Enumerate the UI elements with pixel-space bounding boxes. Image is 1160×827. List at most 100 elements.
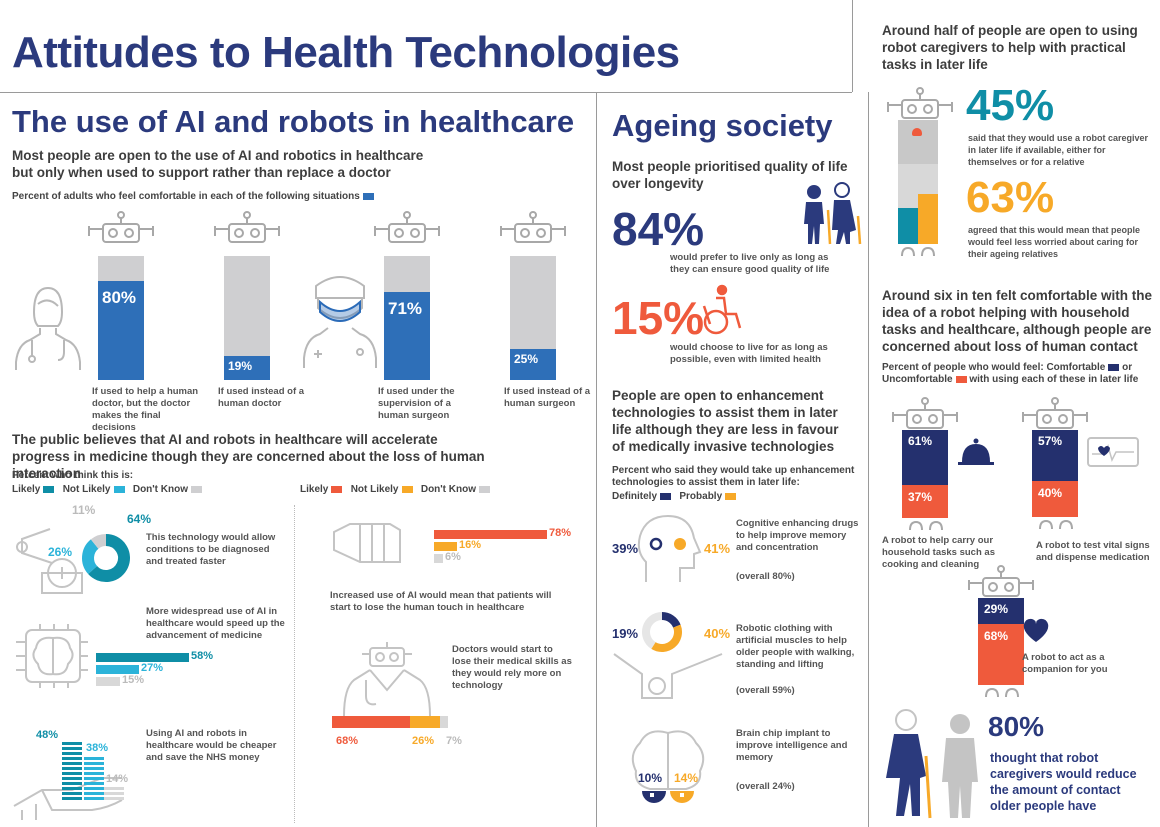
ai-robot-head [374, 211, 440, 243]
progress-4-bar [434, 530, 547, 539]
house-bar-comfortable [1032, 430, 1078, 481]
enh-3-text: Brain chip implant to improve intelligen… [736, 728, 848, 763]
ai-legend: Percent of adults who feel comfortable i… [12, 191, 374, 203]
donut-segment [90, 534, 107, 550]
house-uncomfortable-label: 37% [908, 490, 933, 504]
household-heading: Around six in ten felt comfortable with … [882, 288, 1153, 354]
column-divider-2 [868, 92, 869, 827]
ageing-heading: Ageing society [612, 108, 833, 143]
care-robot-body [898, 120, 938, 164]
care-bar-45 [898, 208, 918, 244]
progress-legend-title: Percent who think this is: [12, 470, 134, 481]
legend-dont-know: Don't Know [132, 484, 188, 495]
ai-bar-fill [98, 281, 144, 380]
progress-3-label: 14% [106, 773, 129, 785]
care-bar-63 [918, 194, 938, 244]
progress-5-segment [410, 716, 440, 728]
ai-intro: Most people are open to the use of AI an… [12, 148, 424, 180]
enh-1-overall: (overall 80%) [736, 571, 795, 582]
progress-5-segment [332, 716, 410, 728]
care-robot-head [887, 87, 953, 119]
donut-likely-label: 64% [127, 512, 152, 526]
ai-bar-caption: If used instead of a human doctor [218, 386, 305, 409]
progress-item-3-text: Using AI and robots in healthcare would … [146, 728, 277, 763]
care-robot-feet [901, 246, 935, 257]
house-comfortable-label: 57% [1038, 434, 1063, 448]
enh-3-chip [680, 793, 684, 797]
progress-3-stripe [104, 787, 124, 790]
progress-3-stripe [84, 787, 104, 790]
title-right-border [852, 0, 853, 92]
donut-segment [88, 534, 130, 582]
legend-not-likely-r-swatch [401, 485, 413, 493]
elderly-couple-icon [804, 182, 862, 245]
progress-legend-right: Likely Not Likely Don't Know [300, 484, 490, 496]
cloche-icon [958, 438, 994, 465]
enh-1-text: Cognitive enhancing drugs to help improv… [736, 518, 859, 553]
brain-chip-icon [16, 624, 88, 688]
house-robot-head [968, 565, 1034, 597]
progress-3-label: 48% [36, 729, 59, 741]
doctor-icon [15, 286, 81, 370]
progress-3-stripe [62, 777, 82, 780]
column-divider-1 [596, 92, 597, 827]
stat-63-text: agreed that this would mean that people … [968, 225, 1141, 259]
progress-3-stripe [84, 777, 104, 780]
legend-not-likely-swatch [113, 485, 125, 493]
household-legend-or: or [1122, 362, 1133, 373]
ai-heading: The use of AI and robots in healthcare [12, 104, 575, 139]
enh-2-donut-segment [661, 612, 681, 628]
progress-5-label: 26% [412, 735, 435, 747]
enhancement-heading: People are open to enhancement technolog… [612, 388, 839, 454]
enh-3-chip [650, 793, 654, 797]
legend-probably: Probably [679, 491, 723, 502]
enhancement-legend-keys: Definitely Probably [612, 491, 737, 503]
progress-item-2-text: More widespread use of AI in healthcare … [146, 606, 285, 641]
house-bar-uncomfortable [1032, 481, 1078, 517]
enh-2-prob: 40% [704, 626, 731, 641]
progress-2-bar [96, 653, 189, 662]
house-robot-head [892, 397, 958, 429]
stat-15-value: 15% [612, 292, 705, 344]
ai-bar-label: 80% [102, 288, 137, 307]
stat-84-text: would prefer to live only as long as the… [670, 252, 830, 275]
progress-3-stripe [62, 772, 82, 775]
elderly-robot-carer-icon [886, 709, 978, 819]
ai-legend-text: Percent of adults who feel comfortable i… [12, 191, 360, 202]
progress-divider [294, 505, 295, 823]
progress-3-stripe [84, 792, 104, 795]
enh-2-overall: (overall 59%) [736, 685, 795, 696]
robot-arm-icon [16, 528, 83, 594]
house-uncomfortable-label: 68% [984, 629, 1009, 643]
legend-likely-swatch [43, 485, 55, 493]
household-legend-3: with using each of these in later life [969, 374, 1139, 385]
heart-monitor-icon [1087, 437, 1139, 467]
house-comfortable-label: 29% [984, 602, 1009, 616]
legend-dont-know-r: Don't Know [420, 484, 476, 495]
progress-3-stripe [62, 757, 82, 760]
progress-3-stripe [62, 762, 82, 765]
robot-doctor-icon [343, 642, 431, 717]
house-robot-2-text: A robot to test vital signs and dispense… [1036, 540, 1150, 563]
legend-likely-r-swatch [331, 485, 343, 493]
enh-2-def: 19% [612, 626, 639, 641]
donut-segment [82, 539, 99, 575]
progress-3-stripe [84, 762, 104, 765]
progress-5-label: 7% [446, 735, 462, 747]
progress-3-stripe [62, 747, 82, 750]
robot-hand-icon [13, 777, 123, 820]
household-legend: Percent of people who would feel: Comfor… [882, 362, 1157, 386]
house-robot-1-text: A robot to help carry our household task… [882, 535, 995, 570]
progress-2-bar [96, 677, 120, 686]
house-robot-feet [1039, 519, 1073, 530]
care-heading: Around half of people are open to using … [882, 23, 1138, 72]
progress-2-label: 58% [191, 650, 214, 662]
progress-3-stripe [104, 797, 124, 800]
stat-45-value: 45% [966, 81, 1055, 130]
legend-definitely: Definitely [612, 491, 658, 502]
legend-dont-know-swatch [191, 485, 202, 493]
legend-not-likely: Not Likely [62, 484, 111, 495]
house-robot-head [1022, 397, 1088, 429]
legend-probably-swatch [725, 492, 737, 500]
stat-63-value: 63% [966, 173, 1055, 222]
